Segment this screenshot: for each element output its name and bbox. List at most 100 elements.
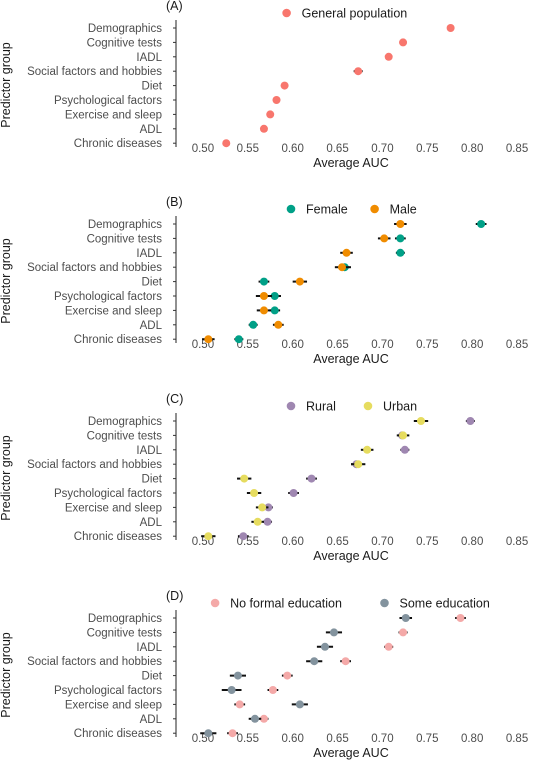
- x-tick-label: 0.85: [506, 143, 528, 155]
- x-tick-label: 0.55: [237, 339, 259, 351]
- data-point: [320, 642, 329, 651]
- category-label: Chronic diseases: [74, 334, 162, 346]
- data-point: [338, 263, 347, 272]
- category-label: Exercise and sleep: [65, 305, 162, 317]
- data-point: [272, 96, 281, 104]
- data-point: [259, 292, 268, 300]
- data-point: [259, 306, 268, 315]
- data-point: [307, 474, 316, 483]
- data-point: [249, 320, 258, 329]
- data-point: [417, 417, 425, 425]
- data-point: [399, 431, 408, 440]
- data-point: [259, 714, 268, 723]
- panel-d: (D) Predictor group Demographics Cognitive …: [0, 589, 528, 760]
- category-label: Psychological factors: [54, 95, 162, 107]
- category-label: Diet: [142, 671, 163, 683]
- legend-label: Rural: [306, 400, 336, 414]
- data-point: [396, 248, 405, 257]
- x-axis-title: Average AUC: [313, 746, 389, 760]
- x-tick-label: 0.70: [371, 536, 393, 548]
- category-label: Demographics: [88, 613, 162, 625]
- data-point: [310, 657, 319, 666]
- data-point: [204, 729, 213, 738]
- data-point: [295, 700, 304, 709]
- y-axis-title: Predictor group: [0, 632, 13, 718]
- legend-label: Female: [306, 203, 348, 217]
- category-label: IADL: [136, 445, 162, 457]
- y-axis-title: Predictor group: [0, 435, 13, 521]
- x-tick-label: 0.65: [326, 536, 348, 548]
- data-point: [239, 532, 248, 541]
- panel-label: (D): [166, 589, 183, 603]
- x-tick-label: 0.80: [461, 536, 483, 548]
- category-label: Diet: [142, 277, 163, 289]
- legend-label: Some education: [400, 597, 490, 611]
- data-point: [342, 248, 351, 257]
- data-point: [289, 489, 298, 497]
- data-point: [456, 614, 465, 622]
- data-point: [240, 474, 249, 483]
- category-label: ADL: [140, 320, 163, 332]
- legend-label: General population: [302, 7, 408, 21]
- category-label: Social factors and hobbies: [27, 66, 162, 78]
- legend-key: [286, 401, 296, 411]
- data-point: [259, 277, 268, 286]
- panel-label: (B): [166, 195, 183, 209]
- data-point: [477, 220, 486, 228]
- data-point: [400, 445, 409, 454]
- data-point: [250, 489, 259, 497]
- data-point: [234, 335, 243, 344]
- panel-a: (A) Predictor group Demographics Cognitive …: [0, 0, 528, 170]
- data-point: [354, 67, 363, 76]
- x-tick-label: 0.60: [281, 733, 303, 745]
- legend-label: No formal education: [230, 597, 342, 611]
- panel-c: (C) Predictor group Demographics Cognitive …: [0, 392, 528, 563]
- data-point: [266, 110, 275, 119]
- category-label: Demographics: [88, 416, 162, 428]
- data-point: [263, 517, 272, 526]
- data-point: [222, 139, 231, 148]
- x-tick-label: 0.50: [192, 143, 214, 155]
- category-label: Demographics: [88, 219, 162, 231]
- category-label: ADL: [140, 517, 163, 529]
- x-tick-label: 0.80: [461, 339, 483, 351]
- x-tick-label: 0.85: [506, 536, 528, 548]
- x-tick-label: 0.70: [371, 733, 393, 745]
- y-axis-title: Predictor group: [0, 42, 13, 128]
- category-label: Chronic diseases: [74, 138, 162, 150]
- x-tick-label: 0.60: [281, 339, 303, 351]
- x-tick-label: 0.75: [416, 733, 438, 745]
- legend-key: [282, 8, 291, 18]
- data-point: [396, 220, 405, 228]
- category-label: Social factors and hobbies: [27, 459, 162, 471]
- panel-label: (C): [166, 392, 183, 406]
- x-tick-label: 0.65: [326, 339, 348, 351]
- legend-key: [286, 204, 296, 214]
- data-point: [270, 292, 279, 300]
- category-label: Exercise and sleep: [65, 502, 162, 514]
- x-axis-title: Average AUC: [313, 156, 389, 170]
- data-point: [466, 417, 475, 425]
- category-label: IADL: [136, 642, 162, 654]
- category-label: IADL: [136, 248, 162, 260]
- x-tick-label: 0.60: [281, 536, 303, 548]
- data-point: [235, 700, 244, 709]
- x-tick-label: 0.80: [461, 733, 483, 745]
- data-point: [204, 532, 213, 541]
- category-label: Cognitive tests: [87, 430, 163, 442]
- panel-b: (B) Predictor group Demographics Cognitive …: [0, 195, 528, 366]
- category-label: IADL: [136, 52, 162, 64]
- data-point: [399, 628, 408, 637]
- data-point: [401, 614, 410, 622]
- x-tick-label: 0.75: [416, 536, 438, 548]
- data-point: [363, 445, 372, 454]
- x-tick-label: 0.55: [237, 733, 259, 745]
- category-label: Diet: [142, 81, 163, 93]
- category-label: Exercise and sleep: [65, 699, 162, 711]
- data-point: [399, 38, 408, 47]
- x-axis-title: Average AUC: [313, 549, 389, 563]
- data-point: [258, 503, 267, 512]
- data-point: [253, 517, 262, 526]
- category-label: Cognitive tests: [87, 233, 163, 245]
